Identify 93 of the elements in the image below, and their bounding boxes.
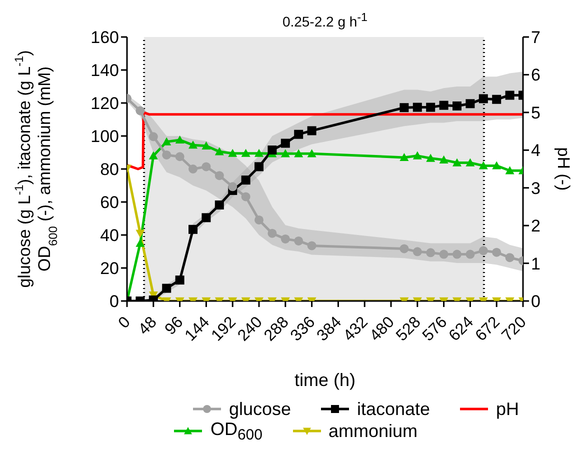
point — [136, 230, 145, 238]
point — [466, 99, 475, 108]
y-tick-label: 80 — [100, 160, 119, 180]
point — [136, 106, 145, 116]
point — [228, 148, 238, 157]
point — [307, 149, 316, 158]
x-axis-title: time (h) — [294, 370, 356, 390]
point — [188, 224, 198, 234]
y-tick-label: 100 — [90, 127, 119, 146]
y2-tick-label: 3 — [531, 178, 540, 198]
point — [148, 132, 158, 142]
point — [268, 228, 277, 238]
y2-tick-label: 1 — [531, 254, 540, 274]
point — [294, 130, 304, 139]
point — [188, 140, 198, 149]
point — [241, 192, 250, 202]
point — [202, 213, 211, 222]
x-tick-label: 0 — [116, 314, 134, 332]
point — [400, 244, 409, 254]
point — [254, 215, 264, 224]
point — [241, 148, 250, 157]
point — [254, 148, 264, 157]
y-tick-label: 40 — [100, 226, 119, 246]
y-tick-label: 160 — [90, 28, 119, 48]
point — [452, 250, 462, 259]
point — [162, 137, 172, 146]
point — [188, 164, 198, 174]
legend-label: OD$_{600}$ — [210, 418, 262, 444]
legend-label: ammonium — [328, 420, 418, 442]
point — [426, 102, 436, 112]
point — [426, 154, 436, 162]
point — [228, 182, 238, 192]
point — [280, 234, 290, 244]
legend-label: pH — [496, 398, 520, 420]
point — [400, 152, 409, 162]
y2-tick-label: 5 — [531, 103, 540, 122]
point — [478, 246, 488, 256]
point — [175, 135, 184, 144]
point — [439, 250, 448, 259]
point — [294, 236, 304, 246]
point — [162, 284, 172, 293]
point — [452, 158, 462, 166]
point — [175, 276, 184, 285]
point — [505, 90, 514, 100]
point — [412, 247, 422, 256]
point — [214, 147, 224, 156]
point — [162, 150, 172, 160]
point — [505, 253, 514, 262]
x-tick-label: 720 — [498, 314, 530, 345]
point — [280, 149, 290, 158]
point — [439, 155, 448, 164]
point — [294, 149, 304, 158]
y2-tick-label: 6 — [531, 66, 540, 85]
point — [426, 248, 436, 258]
point — [307, 241, 316, 250]
chart-title: 0.25-2.2 g h$^{-1}$ — [281, 11, 369, 30]
point — [307, 126, 316, 136]
point — [466, 250, 475, 259]
point — [214, 171, 224, 180]
y2-tick-label: 0 — [531, 292, 540, 312]
point — [492, 248, 502, 257]
point — [478, 161, 488, 170]
y2-tick-label: 2 — [531, 216, 540, 236]
y-tick-label: 60 — [100, 193, 119, 212]
point — [202, 162, 211, 172]
y-tick-label: 120 — [90, 94, 119, 114]
point — [241, 176, 250, 185]
point — [400, 103, 409, 112]
y2-axis-title: pH (-) — [554, 147, 573, 191]
x-tick-label: 48 — [136, 314, 160, 338]
point — [505, 166, 514, 174]
point — [439, 100, 448, 110]
point — [280, 138, 290, 148]
point — [148, 151, 158, 160]
point — [268, 146, 277, 155]
point — [478, 94, 488, 104]
y-tick-label: 140 — [90, 61, 119, 80]
y2-tick-label: 4 — [531, 141, 540, 160]
point — [492, 94, 502, 104]
point — [214, 200, 224, 210]
point — [175, 152, 184, 162]
y2-tick-label: 7 — [531, 28, 540, 48]
legend-label: glucose — [228, 398, 291, 420]
point — [452, 101, 462, 110]
point — [202, 141, 211, 150]
y-tick-label: 0 — [110, 292, 119, 312]
point — [412, 102, 422, 112]
y-tick-label: 20 — [100, 259, 119, 278]
legend-label: itaconate — [356, 398, 430, 420]
point — [254, 162, 264, 172]
point — [492, 161, 502, 170]
point — [412, 151, 422, 160]
point — [466, 158, 475, 166]
